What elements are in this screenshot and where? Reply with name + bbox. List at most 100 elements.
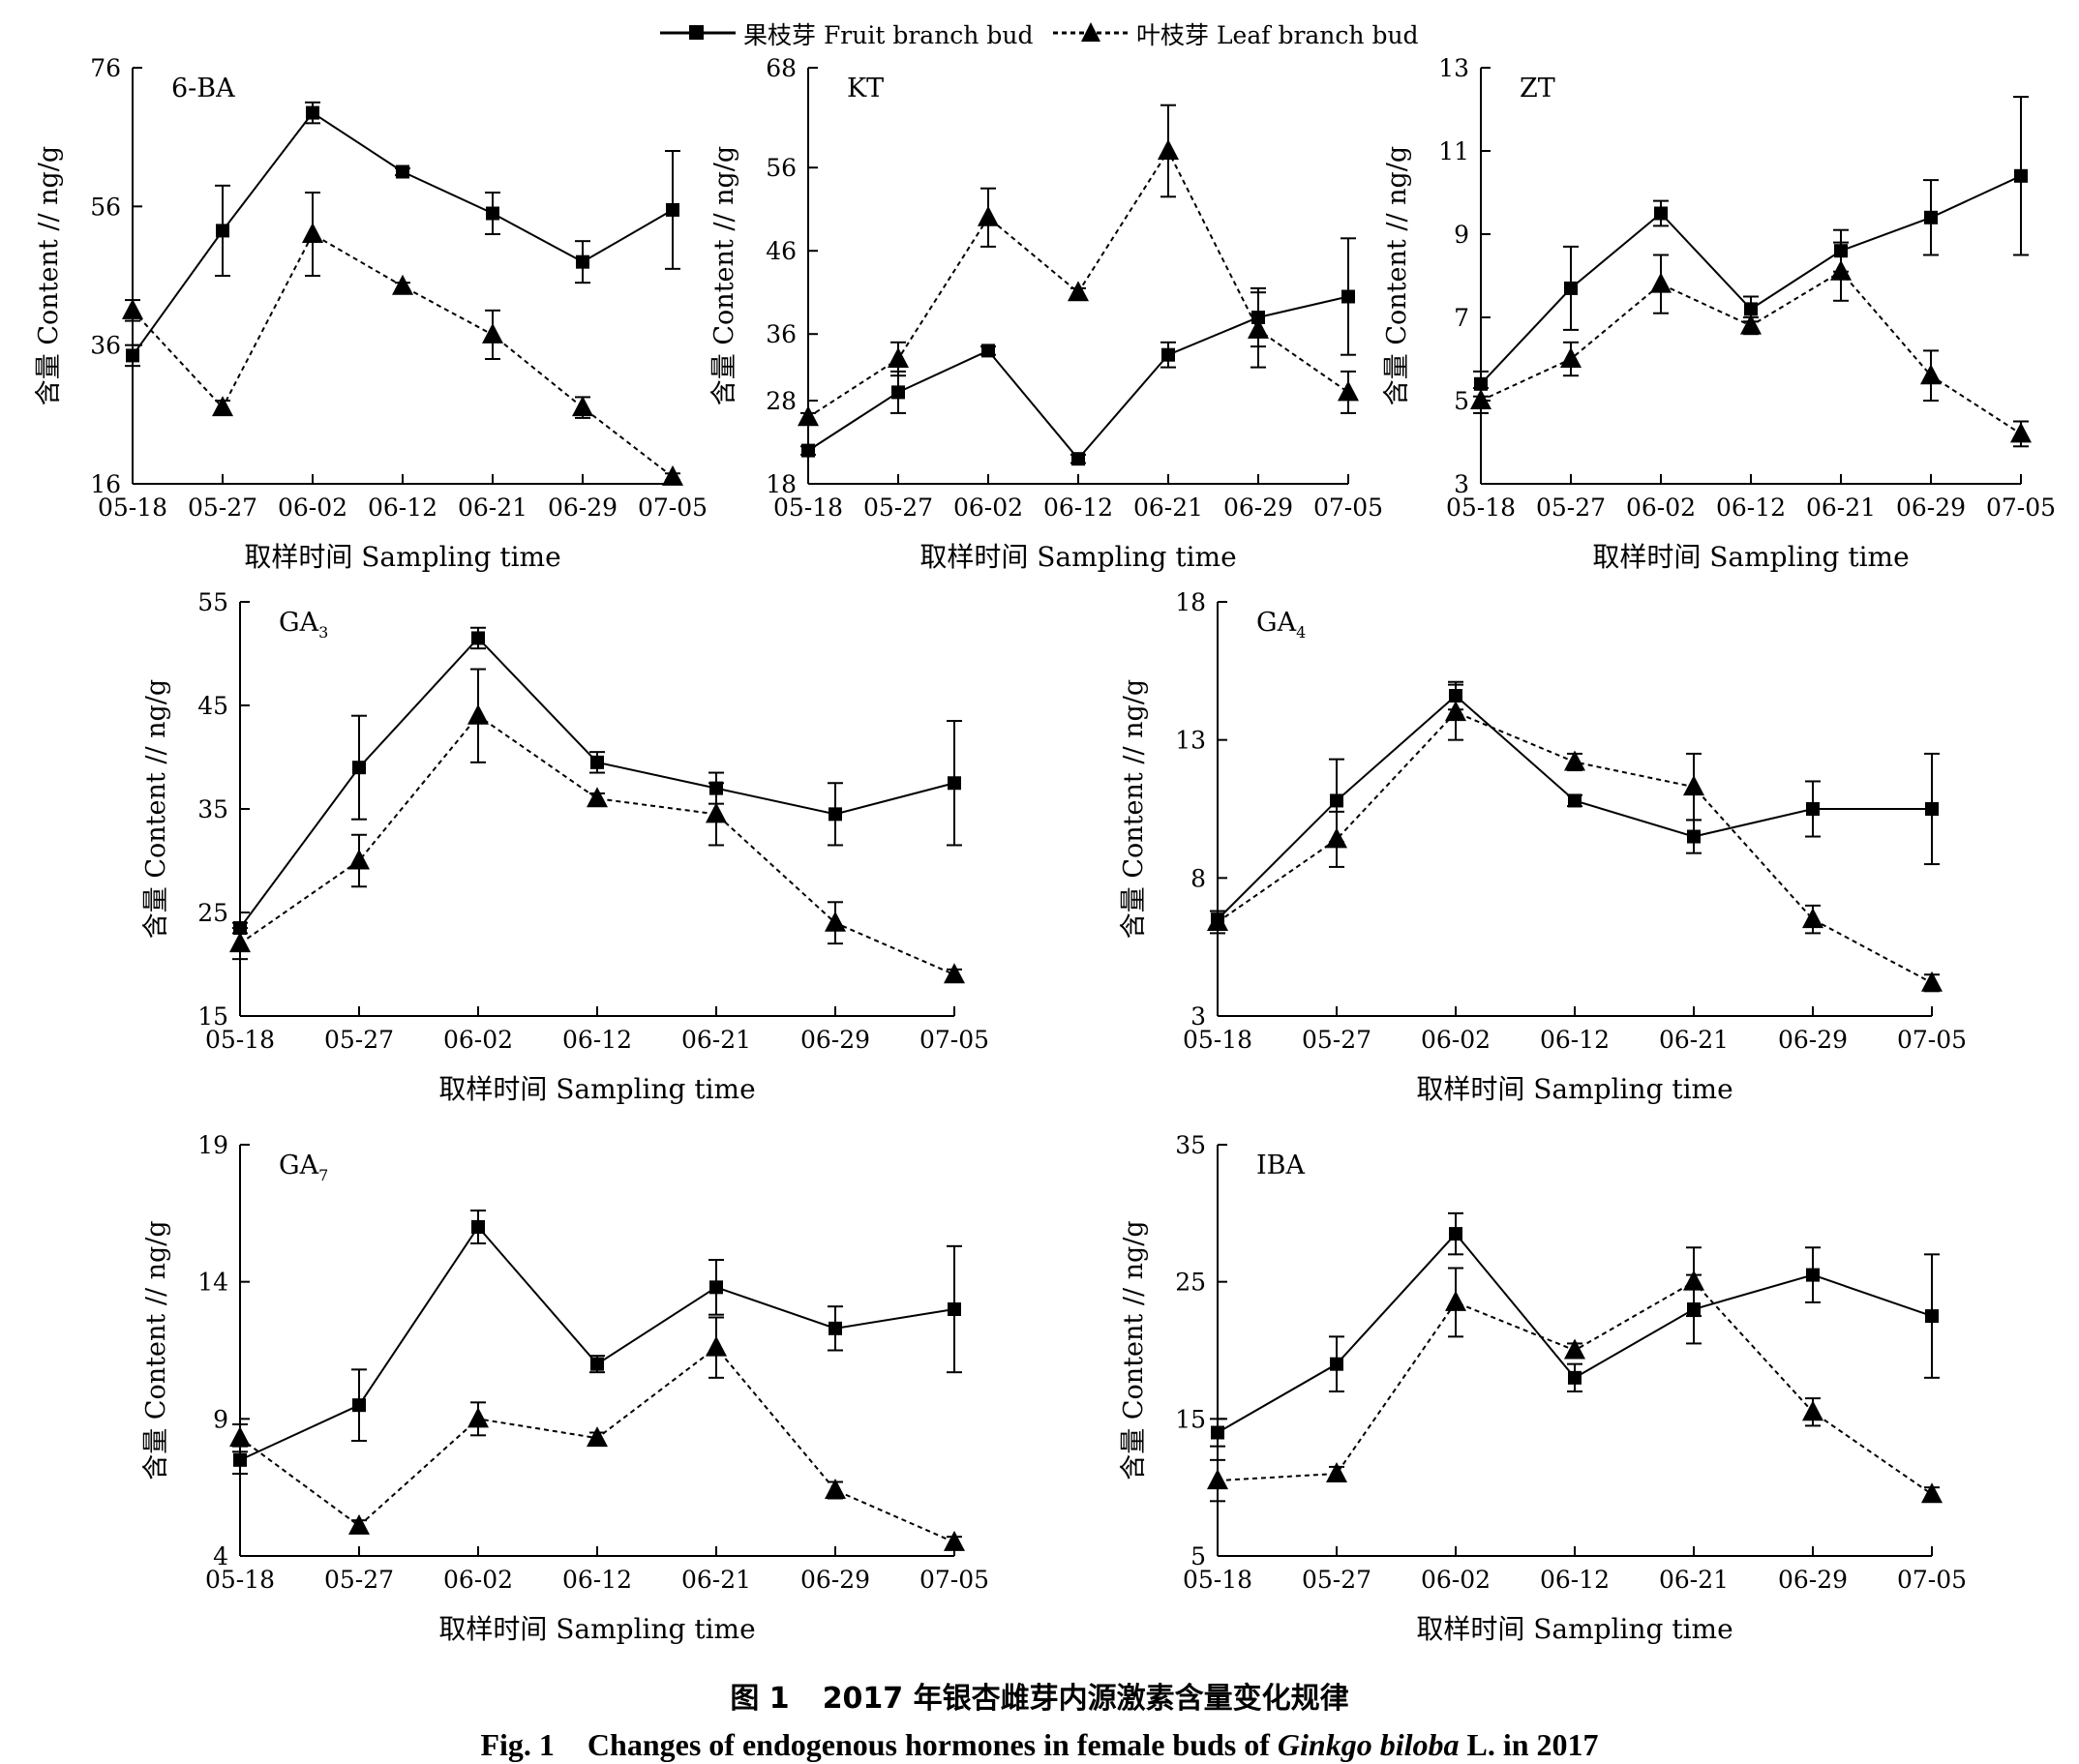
x-tick-label: 07-05 <box>919 1566 989 1594</box>
x-tick-label: 05-27 <box>324 1566 394 1594</box>
panel-title: KT <box>847 74 884 104</box>
fruit-bud-square-point <box>471 631 485 645</box>
fruit-bud-square-point <box>2014 168 2028 183</box>
x-tick-label: 06-12 <box>368 493 437 522</box>
leaf-bud-triangle-point <box>1445 701 1466 722</box>
leaf-bud-triangle-point <box>825 1479 846 1499</box>
x-tick-label: 07-05 <box>1897 1566 1967 1594</box>
leaf-bud-triangle-point <box>888 347 909 368</box>
panel-title-subscript: 4 <box>1296 623 1306 642</box>
leaf-bud-triangle-point <box>1564 750 1585 771</box>
x-tick-label: 06-29 <box>800 1566 870 1594</box>
y-tick-label: 45 <box>197 692 228 720</box>
x-tick-label: 06-21 <box>681 1566 751 1594</box>
chart-panel-1: 16 36 56 76 05-18 05-27 06-02 06-12 06-21 06-29 07… <box>34 54 708 573</box>
x-tick-label: 06-21 <box>681 1026 751 1054</box>
leaf-bud-triangle-point <box>229 932 251 953</box>
chart-panel-4: 15 25 35 45 55 05-18 05-27 06-02 06-12 06-21 06-29… <box>141 588 989 1105</box>
leaf-bud-triangle-point <box>1445 1290 1466 1311</box>
x-tick-label: 05-27 <box>1536 493 1606 522</box>
legend-fruit-square-marker <box>689 25 704 40</box>
x-tick-label: 05-18 <box>205 1026 275 1054</box>
fruit-bud-square-point <box>1806 802 1820 816</box>
leaf-bud-triangle-point <box>122 298 143 319</box>
chart-panel-3: 3 5 7 9 11 13 05-18 05-27 06-02 06-12 06-21 06-29 07… <box>1382 54 2056 573</box>
leaf-bud-triangle-point <box>212 396 233 417</box>
fruit-bud-square-point <box>1330 1357 1343 1371</box>
leaf-bud-triangle-point <box>1802 908 1823 929</box>
leaf-bud-triangle-point <box>1920 364 1942 385</box>
y-tick-label: 35 <box>197 795 228 823</box>
x-tick-label: 05-18 <box>205 1566 275 1594</box>
caption-en-text-before: Changes of endogenous hormones in female… <box>587 1727 1270 1762</box>
panel-title: 6-BA <box>171 74 235 104</box>
leaf-bud-triangle-point <box>978 205 999 226</box>
leaf-bud-triangle-point <box>1068 281 1089 302</box>
y-tick-label: 28 <box>766 387 797 415</box>
y-axis-label: 含量 Content // ng/g <box>141 679 171 939</box>
x-axis-label: 取样时间 Sampling time <box>438 1613 755 1645</box>
leaf-bud-triangle-point <box>706 1335 727 1357</box>
y-tick-label: 19 <box>197 1131 228 1159</box>
x-tick-label: 06-29 <box>1896 493 1966 522</box>
x-tick-label: 07-05 <box>919 1026 989 1054</box>
y-tick-label: 68 <box>766 54 797 82</box>
leaf-bud-triangle-point <box>482 322 503 344</box>
leaf-bud-triangle-point <box>348 849 370 870</box>
leaf-bud-triangle-point <box>944 1530 965 1551</box>
y-tick-label: 25 <box>1175 1269 1206 1297</box>
fruit-bud-square-point <box>709 1280 723 1295</box>
x-tick-label: 05-18 <box>98 493 167 522</box>
fruit-bud-square-point <box>471 1220 485 1234</box>
fruit-bud-square-point <box>1071 452 1085 466</box>
y-tick-label: 35 <box>1175 1131 1206 1159</box>
leaf-bud-triangle-point <box>467 703 489 725</box>
caption-en-number: Fig. 1 <box>480 1727 555 1762</box>
x-tick-label: 06-12 <box>562 1026 632 1054</box>
fruit-bud-square-point <box>126 348 139 363</box>
x-tick-label: 07-05 <box>638 493 708 522</box>
leaf-bud-triangle-point <box>587 787 608 808</box>
y-tick-label: 16 <box>90 470 121 498</box>
x-tick-label: 06-02 <box>953 493 1023 522</box>
chart-panel-7: 5 15 25 35 05-18 05-27 06-02 06-12 06-21 06-29 07-… <box>1119 1131 1967 1645</box>
leaf-bud-triangle-point <box>1650 272 1672 293</box>
chart-panel-5: 3 8 13 18 05-18 05-27 06-02 06-12 06-21 06-29 07-0… <box>1119 588 1967 1105</box>
figure-caption-english: Fig. 1 Changes of endogenous hormones in … <box>0 1727 2079 1763</box>
leaf-bud-triangle-point <box>1207 1469 1228 1490</box>
leaf-bud-triangle-point <box>1338 380 1359 402</box>
y-axis-label: 含量 Content // ng/g <box>1382 146 1412 405</box>
fruit-bud-square-point <box>396 164 409 179</box>
x-tick-label: 07-05 <box>1313 493 1383 522</box>
x-tick-label: 06-02 <box>1626 493 1696 522</box>
y-tick-label: 18 <box>766 470 797 498</box>
x-tick-label: 06-12 <box>1540 1566 1610 1594</box>
figure-caption-chinese: 图 1 2017 年银杏雌芽内源激素含量变化规律 <box>0 1674 2079 1717</box>
x-axis-label: 取样时间 Sampling time <box>919 541 1236 573</box>
y-tick-label: 15 <box>197 1002 228 1031</box>
y-tick-label: 5 <box>1190 1542 1206 1570</box>
fruit-bud-square-point <box>1568 1370 1582 1385</box>
panel-title-subscript: 7 <box>318 1166 328 1184</box>
leaf-bud-triangle-point <box>798 405 819 427</box>
x-tick-label: 06-12 <box>1043 493 1113 522</box>
fruit-bud-square-point <box>1564 281 1578 295</box>
x-tick-label: 06-21 <box>1133 493 1203 522</box>
fruit-bud-square-point <box>1806 1268 1820 1282</box>
y-tick-label: 56 <box>766 154 797 182</box>
x-tick-label: 05-27 <box>188 493 257 522</box>
y-tick-label: 3 <box>1454 470 1469 498</box>
x-tick-label: 06-02 <box>443 1026 513 1054</box>
fruit-bud-square-point <box>1654 206 1668 221</box>
leaf-bud-triangle-point <box>572 396 593 417</box>
fruit-bud-square-point <box>486 206 499 221</box>
leaf-bud-triangle-point <box>348 1513 370 1535</box>
fruit-bud-square-point <box>1330 793 1343 808</box>
leaf-bud-triangle-point <box>1248 317 1269 339</box>
fruit-bud-square-point <box>666 202 679 217</box>
fruit-bud-square-point <box>1449 1227 1462 1241</box>
legend-leaf-triangle-marker <box>1081 22 1100 42</box>
fruit-bud-square-point <box>981 344 995 358</box>
x-tick-label: 05-18 <box>1446 493 1516 522</box>
